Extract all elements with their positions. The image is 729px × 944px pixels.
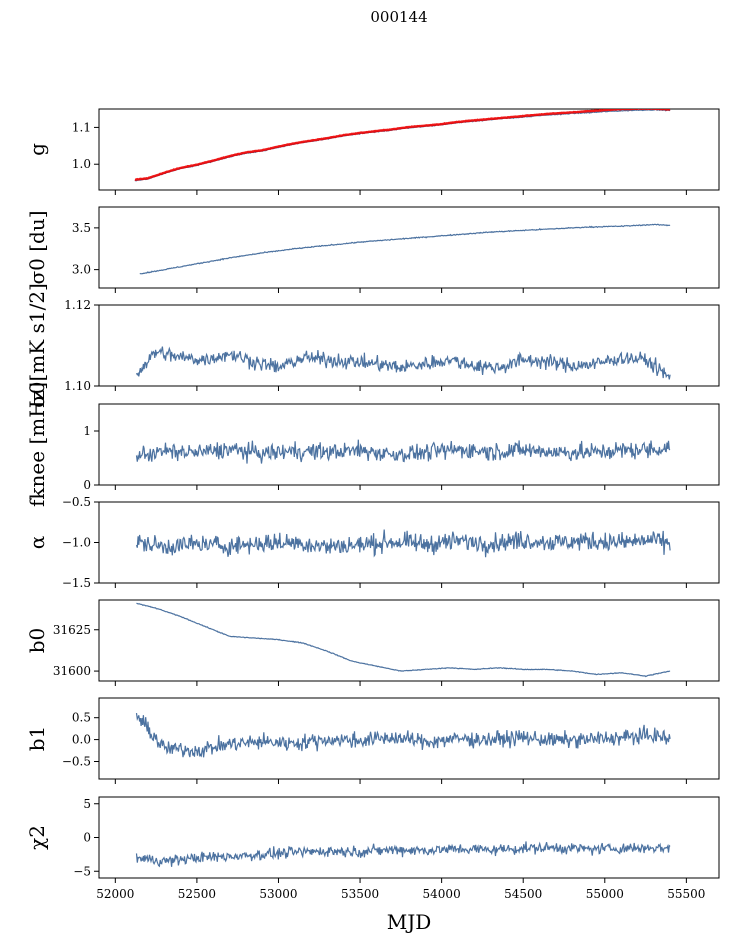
x-tick-label: 54000 [423,887,461,901]
y-tick-label: −1.0 [62,536,91,550]
y-tick-label: 1.1 [72,120,91,134]
y-tick-label: −5 [73,864,91,878]
y-tick-label: 31600 [53,664,91,678]
y-tick-label: 1.10 [64,379,91,393]
x-tick-label: 53000 [259,887,297,901]
series-line [135,439,671,464]
panel-frame [98,697,720,780]
panel-frame [98,403,720,486]
y-axis-label: fknee [mHz] [25,382,49,507]
x-tick-label: 54500 [504,887,542,901]
y-tick-label: 0.0 [72,733,91,747]
panel-2: 3.0 3.5 σ0 [du] [25,206,720,293]
y-tick-label: 5 [83,797,91,811]
figure-title: 000144 [370,8,427,26]
panel-8: −5 0 5 52000 52500 53000 53500 54000 54500 55000 5… [25,796,720,901]
overlay-series-line [134,109,671,181]
y-axis-label: b0 [25,628,49,654]
y-tick-label: 31625 [53,623,91,637]
series-line [136,602,671,678]
y-tick-label: 1.12 [64,298,91,312]
y-tick-label: 1 [83,424,91,438]
x-axis-label: MJD [387,910,432,934]
panel-6: 31600 31625 b0 [25,599,720,686]
series-line [135,841,671,868]
y-tick-label: 0.5 [72,711,91,725]
series-line [135,529,671,558]
y-axis-label: b1 [25,726,49,752]
y-tick-label: 3.0 [72,263,91,277]
panel-frame [98,599,720,682]
y-axis-label: χ2 [25,825,49,850]
panel-3: 1.10 1.12 σ0[mK s1/2] [25,283,720,408]
panel-5: −1.5 −1.0 −0.5 α [25,495,720,590]
y-axis-label: σ0[mK s1/2] [25,283,49,408]
y-tick-label: 3.5 [72,221,91,235]
x-tick-label: 53500 [341,887,379,901]
panel-frame [98,108,720,191]
x-tick-label: 52500 [178,887,216,901]
panel-frame [98,796,720,879]
x-tick-label: 52000 [96,887,134,901]
series-line [135,346,671,380]
panel-7: −0.5 0.0 0.5 b1 [25,697,720,784]
series-line [134,109,671,182]
panel-1: 1.0 1.1 g [25,108,720,195]
series-line [139,223,671,275]
series-line [135,713,671,758]
panel-frame [98,206,720,289]
y-axis-label: σ0 [du] [25,210,49,284]
y-tick-label: −1.5 [62,576,91,590]
y-tick-label: 0 [83,831,91,845]
y-tick-label: −0.5 [62,495,91,509]
y-tick-label: 1.0 [72,157,91,171]
x-tick-label: 55500 [667,887,705,901]
y-tick-label: 0 [83,478,91,492]
panel-4: 0 1 fknee [mHz] [25,382,720,507]
y-tick-label: −0.5 [62,754,91,768]
panel-frame [98,304,720,387]
x-tick-label: 55000 [586,887,624,901]
y-axis-label: g [25,143,49,156]
y-axis-label: α [25,536,49,550]
